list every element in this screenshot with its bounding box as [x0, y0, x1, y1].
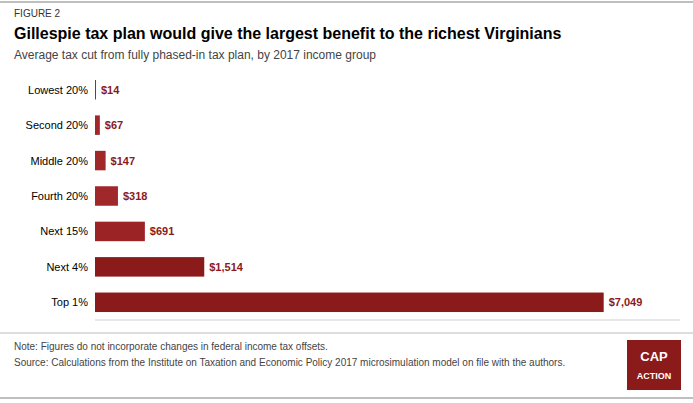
value-label: $318	[123, 190, 147, 202]
bar	[95, 151, 106, 170]
bar	[95, 80, 96, 99]
bottom-rule	[0, 397, 693, 399]
value-label: $1,514	[209, 261, 244, 273]
logo-box	[627, 340, 681, 390]
x-axis-line	[95, 320, 680, 321]
value-label: $147	[111, 155, 135, 167]
logo-text: ACTION	[637, 371, 672, 381]
value-label: $14	[101, 84, 120, 96]
title: Gillespie tax plan would give the larges…	[14, 25, 561, 42]
subtitle: Average tax cut from fully phased-in tax…	[14, 48, 376, 62]
bar	[95, 186, 118, 205]
category-label: Second 20%	[26, 119, 89, 131]
note: Note: Figures do not incorporate changes…	[14, 341, 328, 352]
category-label: Next 4%	[46, 261, 88, 273]
bars	[95, 80, 604, 312]
category-label: Next 15%	[40, 225, 88, 237]
bar	[95, 257, 204, 276]
separator-rule	[0, 333, 693, 334]
bar	[95, 222, 145, 241]
chart-root: FIGURE 2 Gillespie tax plan would give th…	[0, 0, 693, 403]
source: Source: Calculations from the Institute …	[14, 357, 565, 368]
value-label: $691	[150, 225, 174, 237]
logo-text: CAP	[640, 349, 668, 364]
category-label: Fourth 20%	[31, 190, 88, 202]
value-label: $67	[105, 119, 123, 131]
category-label: Middle 20%	[31, 155, 89, 167]
category-label: Lowest 20%	[28, 84, 88, 96]
bar	[95, 115, 100, 134]
figure-label: FIGURE 2	[14, 8, 61, 19]
value-label: $7,049	[609, 296, 643, 308]
top-rule	[0, 1, 693, 3]
bar	[95, 293, 604, 312]
category-label: Top 1%	[51, 296, 88, 308]
